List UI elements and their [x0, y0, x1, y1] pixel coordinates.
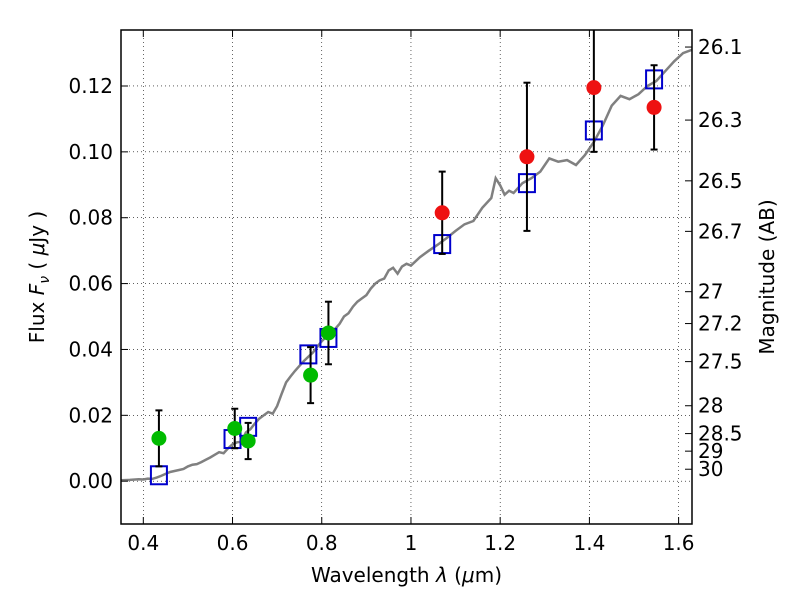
y-tick-label: 0.12 [68, 74, 113, 98]
y2-tick-label: 27.5 [698, 350, 743, 374]
axes-frame [120, 29, 693, 525]
y2-tick-label: 26.1 [698, 35, 743, 59]
observed-flux-point [303, 367, 319, 383]
observed-flux-point [434, 205, 450, 221]
y2-tick-label: 26.7 [698, 219, 743, 243]
x-tick-label: 0.4 [127, 531, 159, 555]
observed-flux-point [646, 99, 662, 115]
x-tick-label: 1.2 [484, 531, 516, 555]
observed-flux-point [586, 80, 602, 96]
observed-flux-point [240, 433, 256, 449]
x-axis-label: Wavelength λ (μm) [311, 563, 502, 587]
y2-tick-label: 28.5 [698, 422, 743, 446]
y-tick-label: 0.08 [68, 206, 113, 230]
y2-tick-label: 28 [698, 394, 723, 418]
observed-flux-point [519, 149, 535, 165]
y2-axis-label: Magnitude (AB) [755, 199, 779, 354]
x-tick-label: 1.4 [573, 531, 605, 555]
observed-flux-point [151, 430, 167, 446]
y-tick-label: 0.02 [68, 403, 113, 427]
observed-flux-point [320, 325, 336, 341]
y2-tick-label: 30 [698, 457, 723, 481]
x-tick-label: 1 [405, 531, 418, 555]
y-tick-label: 0.04 [68, 337, 113, 361]
ticks: 0.4 0.6 0.8 1 1.2 1.4 1.6 0.00 0.02 0.04 0.06 0.08 0… [68, 30, 743, 555]
y2-tick-label: 29 [698, 439, 723, 463]
y2-tick-label: 26.3 [698, 108, 743, 132]
x-tick-label: 1.6 [663, 531, 695, 555]
model-flux-square [299, 344, 318, 365]
y-tick-label: 0.10 [68, 140, 113, 164]
y2-tick-label: 27 [698, 280, 723, 304]
observed-flux-point [227, 420, 243, 436]
y-tick-label: 0.00 [68, 469, 113, 493]
template-spectrum-line [121, 48, 692, 482]
y-axis-label: Flux Fν ( μJy ) [25, 211, 53, 343]
y2-tick-label: 26.5 [698, 169, 743, 193]
x-tick-label: 0.6 [217, 531, 249, 555]
plot-area [121, 30, 692, 486]
grid [121, 30, 692, 524]
x-tick-label: 0.8 [306, 531, 338, 555]
y2-tick-label: 27.2 [698, 312, 743, 336]
y-tick-label: 0.06 [68, 272, 113, 296]
series-group [121, 30, 692, 486]
